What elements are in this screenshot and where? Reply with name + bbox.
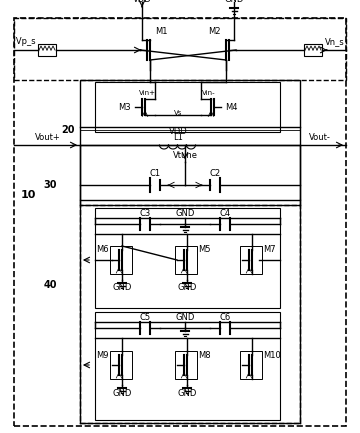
Text: Vout+: Vout+: [35, 133, 61, 142]
Text: Vs: Vs: [174, 110, 182, 116]
Bar: [240, 246, 262, 274]
Bar: [304, 44, 322, 56]
Text: C2: C2: [210, 168, 221, 178]
Text: Vin+: Vin+: [139, 90, 156, 96]
Bar: [80, 80, 300, 200]
Text: GND: GND: [175, 313, 195, 323]
Text: Vin-: Vin-: [202, 90, 216, 96]
Text: GND: GND: [177, 284, 197, 293]
Text: GND: GND: [177, 388, 197, 397]
Text: M5: M5: [198, 246, 211, 255]
Text: M8: M8: [198, 350, 211, 359]
Bar: [175, 351, 197, 379]
Text: VDD: VDD: [168, 127, 187, 136]
Text: M7: M7: [263, 246, 276, 255]
Bar: [80, 205, 300, 423]
Text: 10: 10: [20, 190, 36, 200]
Bar: [110, 246, 132, 274]
Text: C5: C5: [139, 313, 150, 323]
Text: |Vp_s: |Vp_s: [13, 38, 35, 46]
Text: Vout-: Vout-: [309, 133, 331, 142]
Text: M6: M6: [96, 246, 109, 255]
Bar: [95, 208, 280, 308]
Text: M9: M9: [96, 350, 109, 359]
Bar: [110, 351, 132, 379]
Bar: [14, 18, 346, 80]
Text: M10: M10: [263, 350, 281, 359]
Text: 20: 20: [61, 125, 75, 135]
Bar: [240, 351, 262, 379]
Text: C4: C4: [220, 210, 230, 219]
Text: M1: M1: [155, 28, 167, 36]
Text: GND: GND: [112, 284, 132, 293]
Text: C1: C1: [149, 168, 161, 178]
Text: Vtune: Vtune: [172, 152, 198, 161]
Text: C6: C6: [219, 313, 231, 323]
Text: GND: GND: [175, 210, 195, 219]
Bar: [80, 145, 300, 205]
Bar: [175, 246, 197, 274]
Text: 40: 40: [43, 280, 57, 290]
Text: M3: M3: [118, 103, 131, 112]
Text: M4: M4: [225, 103, 238, 112]
Text: L1: L1: [173, 133, 183, 142]
Text: GND: GND: [224, 0, 244, 4]
Text: GND: GND: [112, 388, 132, 397]
Text: M2: M2: [208, 28, 221, 36]
Text: Vn_s: Vn_s: [325, 38, 345, 46]
Bar: [95, 312, 280, 420]
Text: VDD: VDD: [132, 0, 151, 4]
Text: 30: 30: [43, 180, 57, 190]
Bar: [38, 44, 56, 56]
Bar: [95, 82, 280, 132]
Text: C3: C3: [139, 210, 150, 219]
